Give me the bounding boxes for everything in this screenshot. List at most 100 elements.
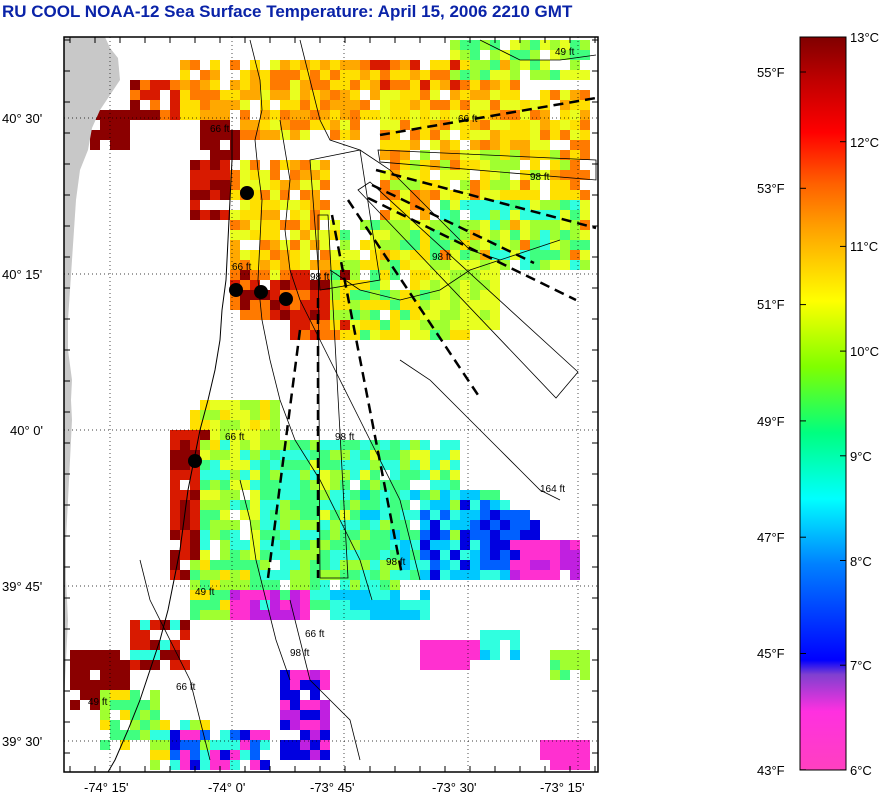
sst-pixel <box>310 120 320 130</box>
sst-pixel <box>240 560 250 570</box>
sst-pixel <box>400 200 410 210</box>
sst-pixel <box>430 490 440 500</box>
sst-pixel <box>460 170 470 180</box>
sst-pixel <box>500 250 510 260</box>
sst-pixel <box>570 660 580 670</box>
sst-pixel <box>310 300 320 310</box>
sst-pixel <box>420 460 430 470</box>
sst-pixel <box>250 580 260 590</box>
sst-pixel <box>380 440 390 450</box>
sst-pixel <box>330 540 340 550</box>
sst-pixel <box>400 190 410 200</box>
sst-pixel <box>350 600 360 610</box>
sst-pixel <box>460 220 470 230</box>
sst-pixel <box>280 240 290 250</box>
sst-pixel <box>270 540 280 550</box>
sst-pixel <box>300 600 310 610</box>
sst-pixel <box>460 320 470 330</box>
sst-pixel <box>200 190 210 200</box>
sst-pixel <box>260 580 270 590</box>
sst-pixel <box>150 740 160 750</box>
sst-pixel <box>310 200 320 210</box>
sst-pixel <box>250 90 260 100</box>
sst-pixel <box>130 730 140 740</box>
sst-pixel <box>320 480 330 490</box>
sst-pixel <box>180 90 190 100</box>
sst-pixel <box>250 310 260 320</box>
sst-pixel <box>140 630 150 640</box>
sst-pixel <box>460 560 470 570</box>
sst-pixel <box>270 130 280 140</box>
sst-pixel <box>210 140 220 150</box>
sst-pixel <box>240 730 250 740</box>
sst-pixel <box>580 170 590 180</box>
sst-pixel <box>100 700 110 710</box>
sst-pixel <box>160 740 170 750</box>
sst-pixel <box>280 610 290 620</box>
sst-pixel <box>200 730 210 740</box>
sst-pixel <box>400 550 410 560</box>
sst-pixel <box>560 70 570 80</box>
sst-pixel <box>530 260 540 270</box>
sst-pixel <box>290 100 300 110</box>
sst-pixel <box>500 60 510 70</box>
sst-pixel <box>500 240 510 250</box>
station-markers <box>188 186 293 468</box>
sst-pixel <box>280 450 290 460</box>
sst-pixel <box>320 310 330 320</box>
sst-pixel <box>460 250 470 260</box>
sst-pixel <box>340 290 350 300</box>
lat-label: 39° 45' <box>2 579 42 594</box>
sst-pixel <box>170 660 180 670</box>
sst-pixel <box>380 530 390 540</box>
sst-pixel <box>430 240 440 250</box>
sst-pixel <box>390 320 400 330</box>
sst-pixel <box>480 200 490 210</box>
sst-pixel <box>230 210 240 220</box>
sst-pixel <box>190 530 200 540</box>
sst-pixel <box>290 70 300 80</box>
sst-pixel <box>400 110 410 120</box>
sst-pixel <box>360 440 370 450</box>
sst-pixel <box>220 180 230 190</box>
sst-pixel <box>140 660 150 670</box>
sst-pixel <box>360 290 370 300</box>
sst-pixel <box>490 200 500 210</box>
contour-label: 98 ft <box>310 272 330 283</box>
sst-pixel <box>470 640 480 650</box>
sst-pixel <box>420 610 430 620</box>
sst-pixel <box>580 140 590 150</box>
sst-pixel <box>520 40 530 50</box>
sst-pixel <box>320 680 330 690</box>
sst-pixel <box>530 120 540 130</box>
contour-label: 49 ft <box>555 47 575 58</box>
sst-pixel <box>260 570 270 580</box>
sst-pixel <box>300 280 310 290</box>
sst-pixel <box>230 740 240 750</box>
sst-pixel <box>180 440 190 450</box>
sst-pixel <box>520 230 530 240</box>
sst-pixel <box>130 700 140 710</box>
sst-pixel <box>400 220 410 230</box>
sst-pixel <box>220 570 230 580</box>
sst-pixel <box>190 600 200 610</box>
sst-pixel <box>170 620 180 630</box>
sst-pixel <box>580 660 590 670</box>
sst-pixel <box>380 140 390 150</box>
sst-pixel <box>170 550 180 560</box>
sst-pixel <box>120 740 130 750</box>
sst-pixel <box>250 540 260 550</box>
sst-pixel <box>450 250 460 260</box>
sst-pixel <box>350 470 360 480</box>
sst-pixel <box>170 470 180 480</box>
sst-pixel <box>400 450 410 460</box>
sst-pixel <box>240 160 250 170</box>
sst-pixel <box>320 110 330 120</box>
sst-pixel <box>500 220 510 230</box>
sst-pixel <box>250 400 260 410</box>
sst-pixel <box>280 750 290 760</box>
sst-pixel <box>120 120 130 130</box>
sst-pixel <box>420 660 430 670</box>
sst-pixel <box>310 510 320 520</box>
sst-pixel <box>270 580 280 590</box>
